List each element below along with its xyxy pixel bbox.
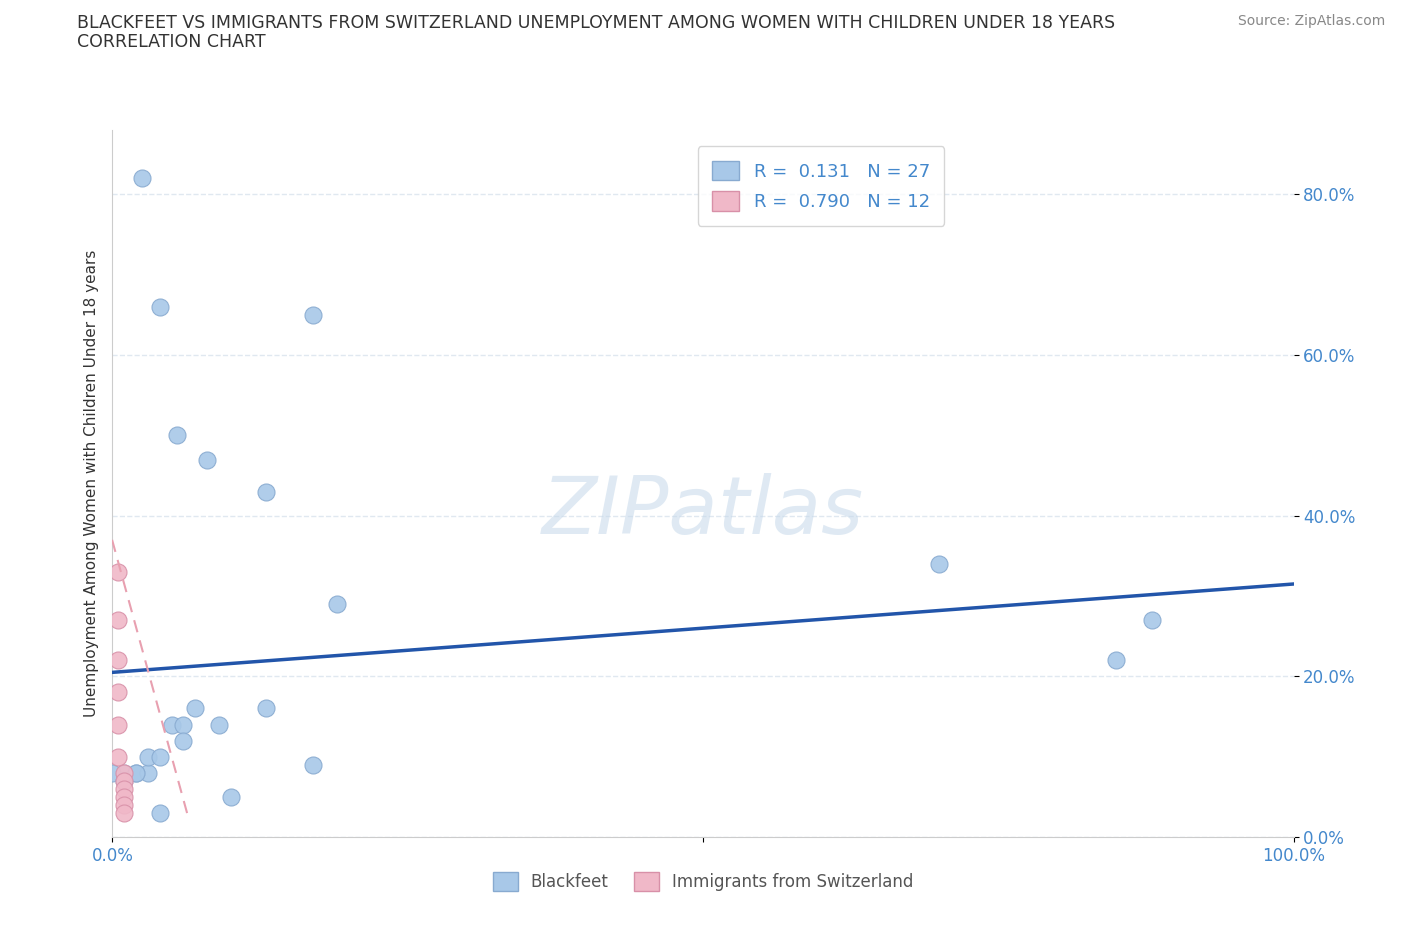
Point [928,556,950,571]
Point [195,452,218,467]
Point [112,797,135,812]
Point [107,565,129,579]
Point [184,701,207,716]
Point [302,308,325,323]
Point [219,790,242,804]
Point [107,717,129,732]
Point [254,701,277,716]
Point [149,750,172,764]
Point [107,750,129,764]
Text: Source: ZipAtlas.com: Source: ZipAtlas.com [1237,14,1385,28]
Point [107,653,129,668]
Legend: Blackfeet, Immigrants from Switzerland: Blackfeet, Immigrants from Switzerland [484,864,922,899]
Point [172,717,194,732]
Point [302,757,325,772]
Point [160,717,183,732]
Point [101,765,124,780]
Point [112,774,135,789]
Point [107,613,129,628]
Point [125,765,148,780]
Point [112,805,135,820]
Point [149,805,172,820]
Point [1105,653,1128,668]
Point [125,765,148,780]
Point [172,733,194,748]
Point [112,765,135,780]
Y-axis label: Unemployment Among Women with Children Under 18 years: Unemployment Among Women with Children U… [83,250,98,717]
Text: CORRELATION CHART: CORRELATION CHART [77,33,266,50]
Point [112,774,135,789]
Point [107,685,129,700]
Point [136,765,159,780]
Point [112,790,135,804]
Point [208,717,231,732]
Point [136,750,159,764]
Point [112,781,135,796]
Point [254,485,277,499]
Point [1140,613,1163,628]
Text: BLACKFEET VS IMMIGRANTS FROM SWITZERLAND UNEMPLOYMENT AMONG WOMEN WITH CHILDREN : BLACKFEET VS IMMIGRANTS FROM SWITZERLAND… [77,14,1115,32]
Text: ZIPatlas: ZIPatlas [541,472,865,551]
Point [326,597,349,612]
Point [149,299,172,314]
Point [131,171,153,186]
Point [166,428,188,443]
Point [112,765,135,780]
